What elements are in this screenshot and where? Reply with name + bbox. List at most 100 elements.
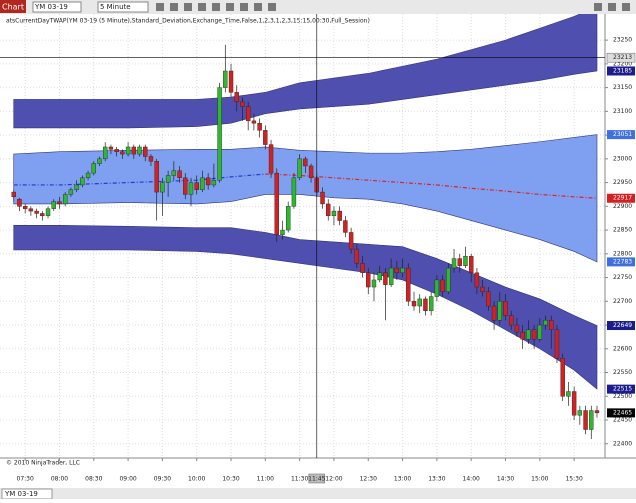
candle-body bbox=[583, 410, 588, 430]
y-tick-label: 22850 bbox=[613, 227, 632, 234]
candle-body bbox=[348, 232, 354, 250]
candle-body bbox=[468, 255, 474, 274]
candle-body bbox=[400, 267, 405, 274]
candle-body bbox=[245, 106, 251, 122]
price-marker-label: 22783 bbox=[613, 258, 632, 265]
candle-body bbox=[554, 329, 560, 359]
candle-body bbox=[148, 156, 154, 162]
std-dev-band bbox=[13, 14, 598, 129]
x-tick-label: 07:30 bbox=[17, 476, 34, 483]
x-tick-label: 11:30 bbox=[291, 476, 308, 483]
y-tick-label: 23200 bbox=[613, 60, 632, 67]
candle-body bbox=[188, 182, 194, 195]
maximize[interactable] bbox=[608, 3, 616, 11]
candle-body bbox=[194, 182, 199, 190]
toolbar-icons bbox=[156, 3, 630, 11]
price-marker bbox=[607, 321, 635, 331]
x-tick-label: 14:30 bbox=[497, 476, 514, 483]
candle-body bbox=[428, 296, 434, 311]
candle-body bbox=[228, 70, 234, 93]
y-tick-label: 22500 bbox=[613, 393, 632, 400]
candle-body bbox=[388, 267, 394, 285]
price-marker bbox=[607, 257, 635, 267]
candle-body bbox=[308, 165, 314, 179]
twap-line bbox=[13, 173, 266, 186]
candle-body bbox=[143, 146, 148, 157]
candle-body bbox=[160, 182, 165, 193]
candle-body bbox=[171, 170, 177, 176]
y-tick-label: 22950 bbox=[613, 179, 632, 186]
candle-body bbox=[280, 229, 285, 236]
candle-body bbox=[11, 191, 16, 198]
price-marker bbox=[607, 384, 635, 394]
candle-body bbox=[371, 279, 377, 288]
icon[interactable] bbox=[254, 3, 262, 11]
close[interactable] bbox=[622, 3, 630, 11]
candle-body bbox=[503, 301, 508, 316]
x-tick-label: 15:00 bbox=[531, 476, 548, 483]
x-tick-label: 08:00 bbox=[51, 476, 68, 483]
icon[interactable] bbox=[212, 3, 220, 11]
price-marker bbox=[607, 408, 635, 418]
candle-body bbox=[417, 298, 422, 307]
icon[interactable] bbox=[184, 3, 192, 11]
candle-body bbox=[549, 320, 554, 330]
candle-body bbox=[223, 70, 228, 88]
instrument-select[interactable] bbox=[32, 1, 82, 13]
candle-body bbox=[120, 151, 125, 155]
candle-body bbox=[68, 189, 74, 195]
candle-body bbox=[97, 158, 102, 164]
x-tick-label: 10:00 bbox=[188, 476, 205, 483]
candle-body bbox=[297, 158, 302, 179]
tab-text: YM 03-19 bbox=[4, 490, 38, 498]
chart-tag-text: Chart bbox=[2, 3, 24, 12]
x-tick-label: 12:00 bbox=[325, 476, 342, 483]
x-tick-label: 15:30 bbox=[565, 476, 582, 483]
candle-body bbox=[165, 175, 171, 183]
x-tick-label: 12:30 bbox=[360, 476, 377, 483]
candle-body bbox=[286, 206, 291, 231]
candle-body bbox=[480, 286, 485, 292]
y-tick-label: 23100 bbox=[613, 108, 632, 115]
toolbar bbox=[0, 0, 636, 14]
candle-body bbox=[589, 410, 594, 430]
candle-body bbox=[263, 130, 268, 145]
candle-body bbox=[103, 146, 108, 160]
candle-body bbox=[51, 201, 56, 209]
y-tick-label: 23000 bbox=[613, 155, 632, 162]
y-tick-label: 22550 bbox=[613, 369, 632, 376]
crosshair-price-label: 23213 bbox=[613, 54, 632, 61]
candle-body bbox=[474, 272, 480, 288]
price-marker bbox=[607, 130, 635, 140]
icon[interactable] bbox=[156, 3, 164, 11]
icon[interactable] bbox=[198, 3, 206, 11]
icon[interactable] bbox=[268, 3, 276, 11]
tab-bar bbox=[0, 488, 636, 499]
icon[interactable] bbox=[226, 3, 234, 11]
y-tick-label: 23150 bbox=[613, 84, 632, 91]
y-tick-label: 22400 bbox=[613, 440, 632, 447]
copyright: © 2010 NinjaTrader, LLC bbox=[6, 460, 80, 467]
x-tick-label: 09:00 bbox=[119, 476, 136, 483]
candle-body bbox=[509, 315, 514, 326]
std-dev-band bbox=[13, 225, 598, 390]
icon[interactable] bbox=[240, 3, 248, 11]
candle-body bbox=[62, 194, 68, 205]
candle-body bbox=[406, 267, 411, 302]
instrument-text: YM 03-19 bbox=[34, 3, 68, 11]
minimize[interactable] bbox=[594, 3, 602, 11]
x-tick-label: 14:00 bbox=[463, 476, 480, 483]
candle-body bbox=[520, 331, 525, 340]
candle-body bbox=[423, 298, 428, 311]
candle-body bbox=[137, 146, 142, 155]
period-select[interactable] bbox=[97, 1, 149, 13]
candle-body bbox=[543, 320, 548, 326]
candle-body bbox=[571, 391, 577, 416]
candle-body bbox=[268, 144, 274, 174]
y-tick-label: 22750 bbox=[613, 274, 632, 281]
y-tick-label: 22900 bbox=[613, 203, 632, 210]
icon[interactable] bbox=[170, 3, 178, 11]
indicator-label: atsCurrentDayTWAP(YM 03-19 (5 Minute),St… bbox=[6, 18, 370, 25]
x-tick-label: 11:00 bbox=[257, 476, 274, 483]
